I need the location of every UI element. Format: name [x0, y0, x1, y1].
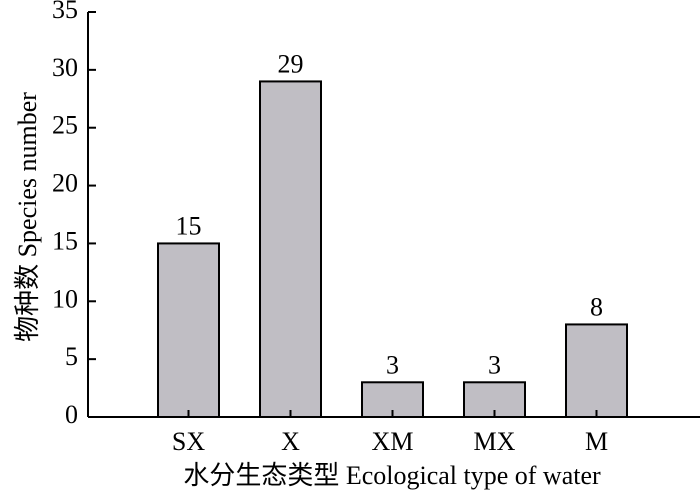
x-axis-title: 水分生态类型 Ecological type of water [183, 461, 601, 490]
bar-sx [157, 242, 220, 418]
y-tick-label: 20 [52, 169, 78, 198]
data-label: 8 [590, 292, 603, 321]
x-tick-label: MX [474, 427, 516, 456]
y-axis-title: 物种数 Species number [13, 92, 42, 342]
y-tick-label: 15 [52, 226, 78, 255]
y-tick-label: 10 [52, 284, 78, 313]
y-tick-label: 25 [52, 111, 78, 140]
y-tick-label: 0 [65, 400, 78, 429]
y-tick-label: 5 [65, 342, 78, 371]
data-label: 15 [176, 211, 202, 240]
y-tick-label: 35 [52, 0, 78, 24]
data-label: 3 [488, 350, 501, 379]
x-tick-label: M [585, 427, 608, 456]
bar-m [565, 323, 628, 418]
data-label: 29 [278, 49, 304, 78]
data-label: 3 [386, 350, 399, 379]
x-tick-label: X [281, 427, 300, 456]
x-tick-label: SX [172, 427, 205, 456]
y-tick-label: 30 [52, 53, 78, 82]
bar-x [259, 80, 322, 419]
x-tick-label: XM [372, 427, 414, 456]
plot-area: 0 5 10 15 20 25 30 35 SX 15 X 29 XM 3 MX 3 M 8 [52, 0, 700, 456]
